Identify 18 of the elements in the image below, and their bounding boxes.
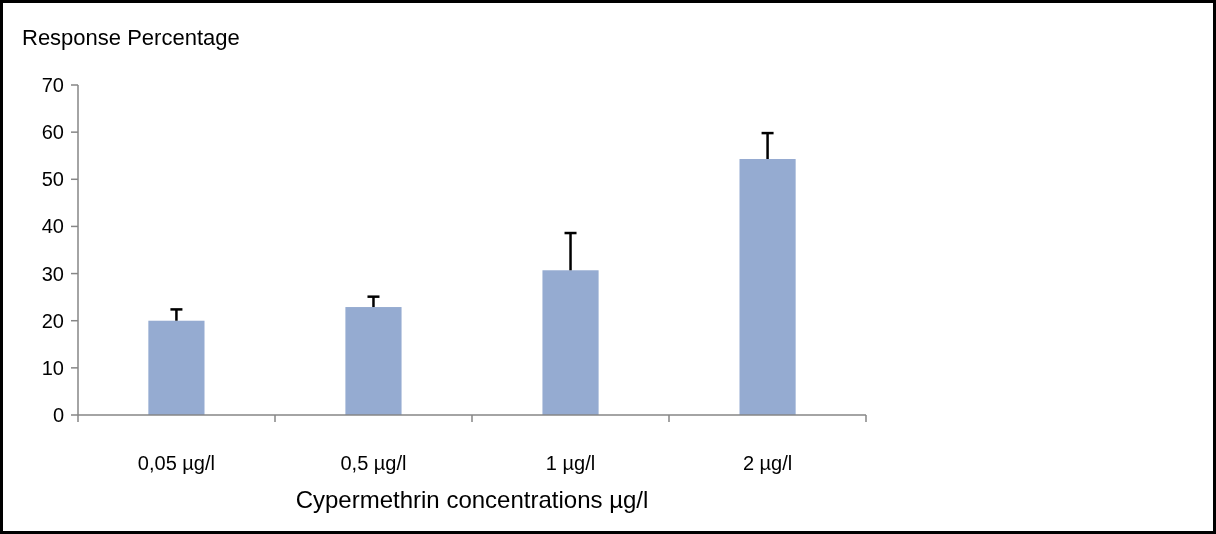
x-axis-title: Cypermethrin concentrations µg/l bbox=[295, 486, 649, 513]
y-tick-label: 0 bbox=[52, 404, 64, 426]
x-tick-label: 0,05 µg/l bbox=[137, 452, 215, 474]
y-tick-label: 20 bbox=[41, 309, 64, 332]
bar bbox=[542, 270, 599, 415]
bar bbox=[148, 320, 205, 415]
y-tick-label: 40 bbox=[41, 215, 64, 238]
x-tick-label: 0,5 µg/l bbox=[340, 452, 407, 474]
y-tick-label: 70 bbox=[41, 74, 64, 96]
y-tick-label: 60 bbox=[41, 121, 64, 144]
y-tick-label: 30 bbox=[41, 262, 64, 285]
y-tick-label: 10 bbox=[41, 356, 64, 379]
y-tick-label: 50 bbox=[41, 168, 64, 191]
x-tick-label: 1 µg/l bbox=[545, 452, 596, 474]
x-tick-label: 2 µg/l bbox=[742, 452, 793, 474]
bar bbox=[345, 307, 402, 415]
y-axis-title: Response Percentage bbox=[22, 25, 240, 50]
bar bbox=[739, 159, 796, 415]
